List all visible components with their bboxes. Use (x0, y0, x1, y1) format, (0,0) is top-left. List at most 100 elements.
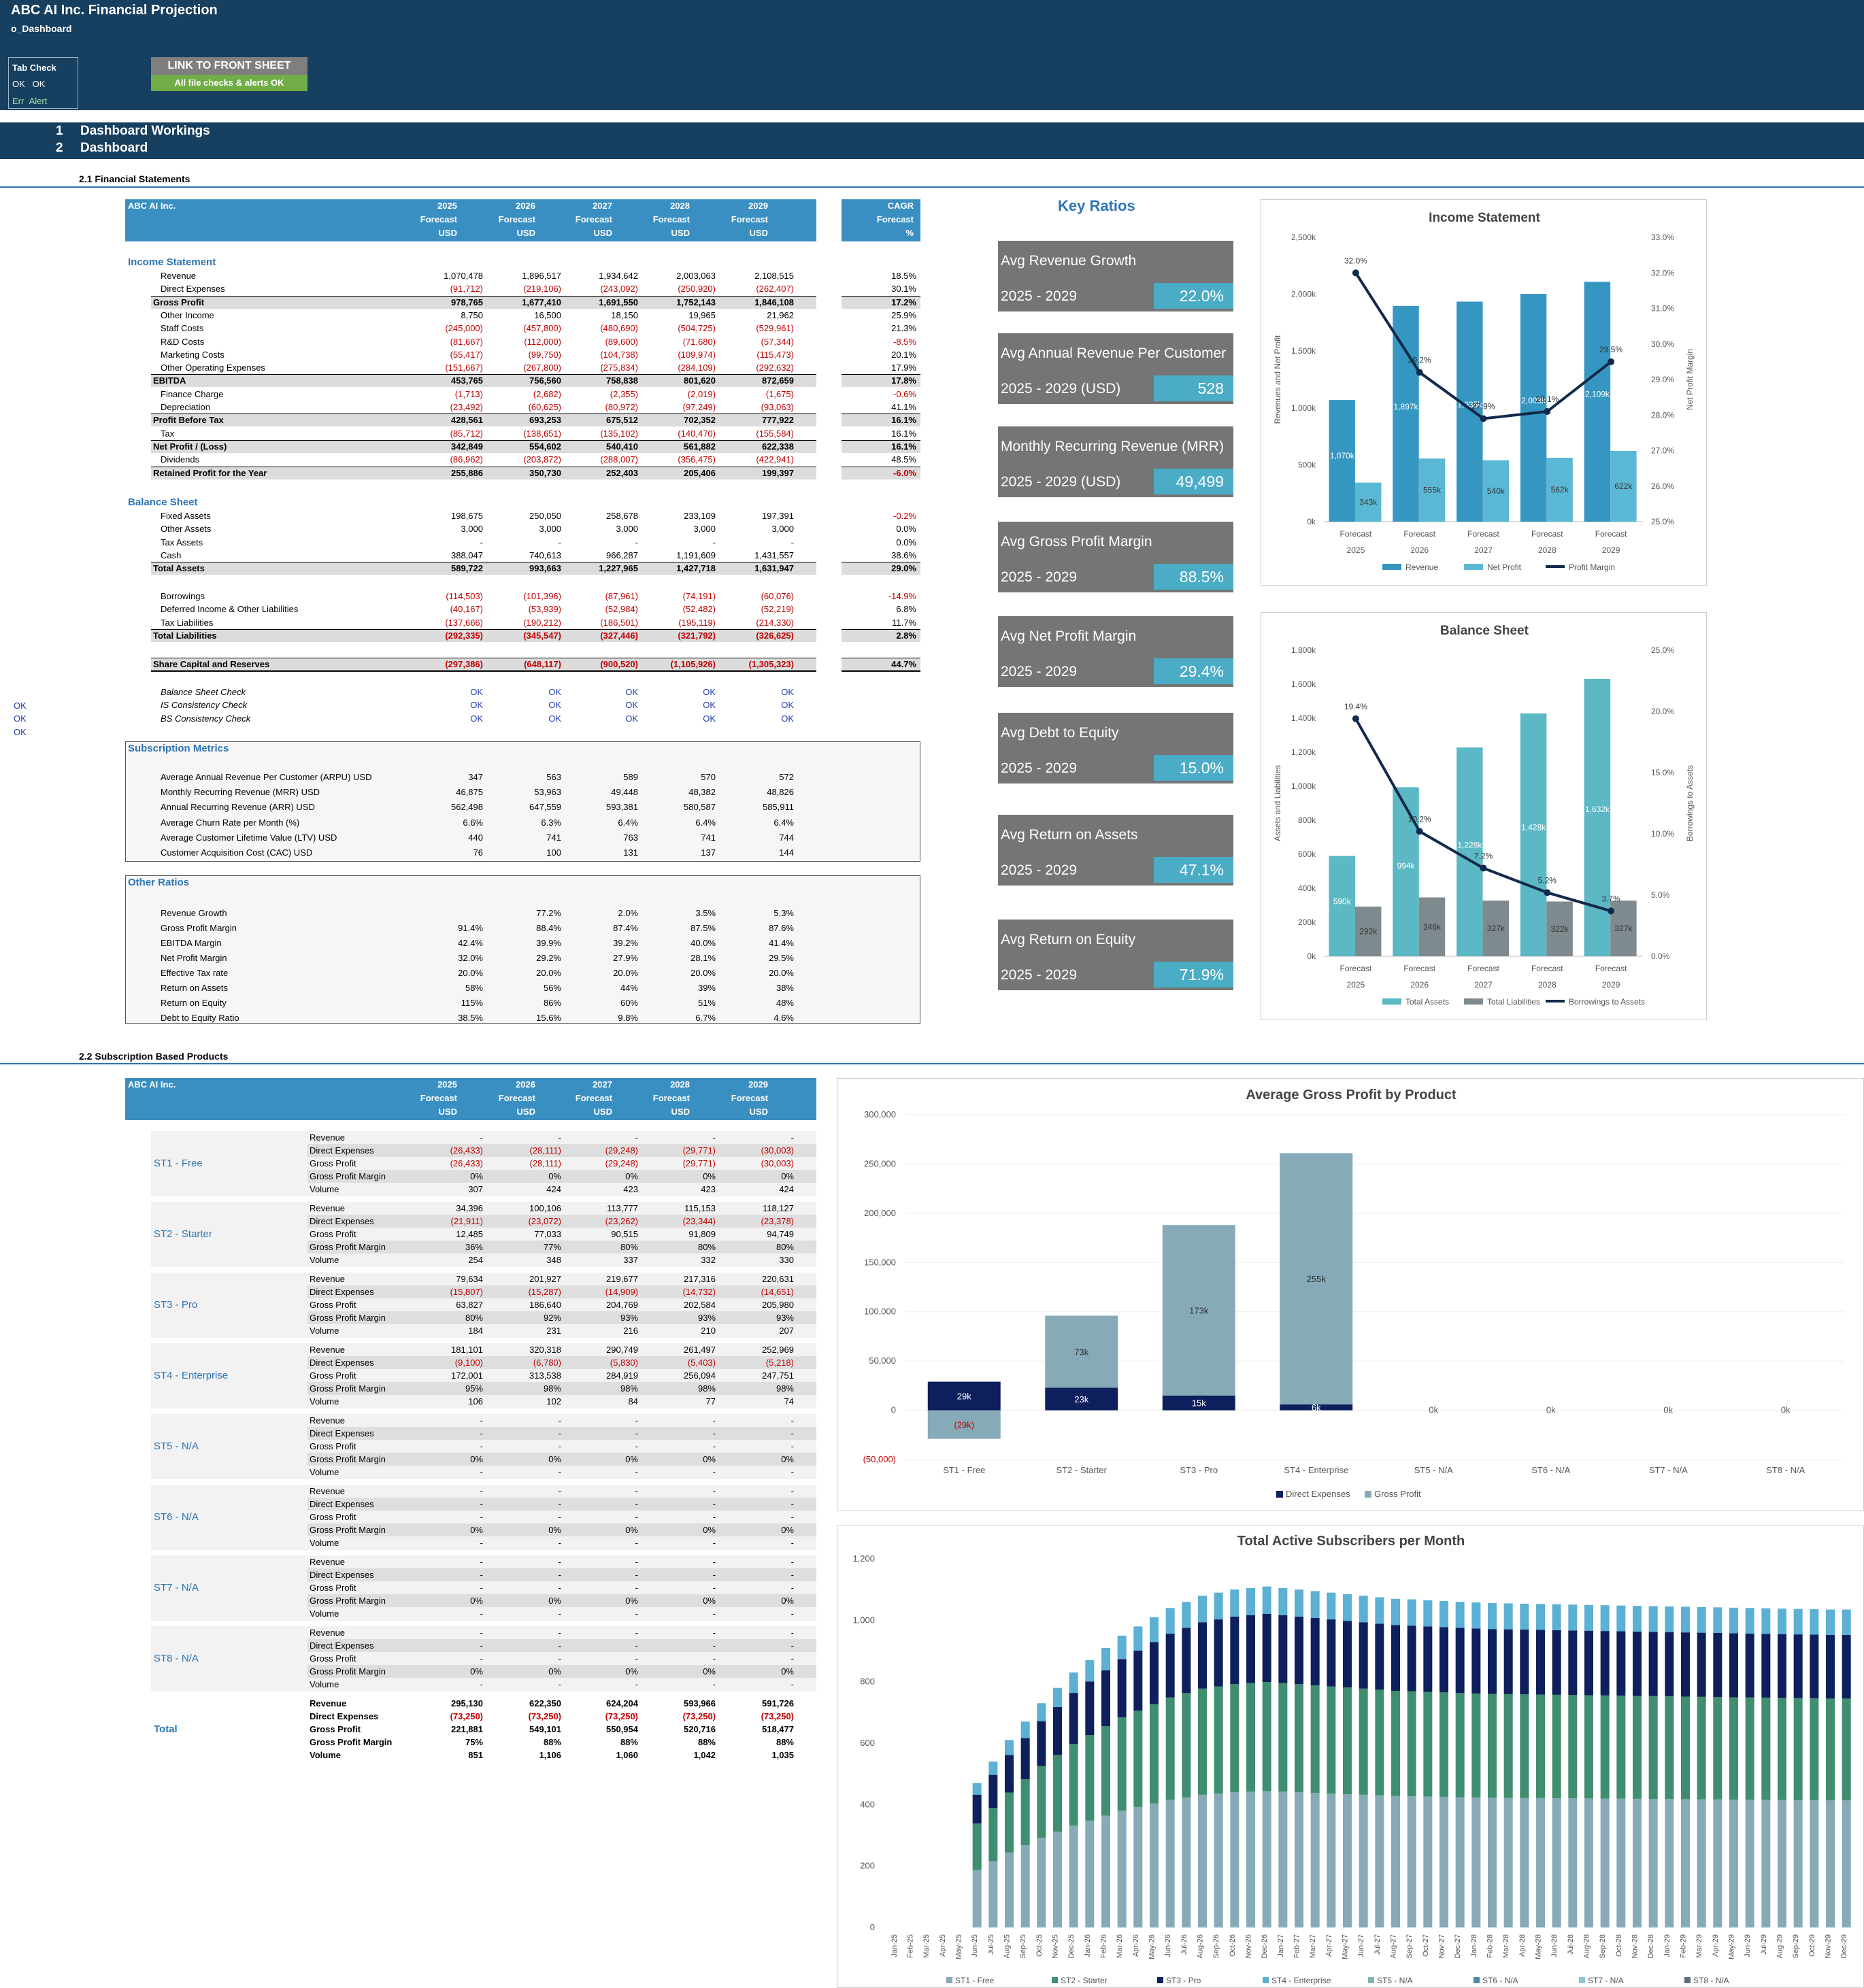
cell-value: OK (625, 713, 638, 724)
y-tick: 400k (1298, 883, 1316, 893)
key-ratio-period: 2025 - 2029 (1001, 288, 1078, 304)
cell-value: (40,167) (450, 604, 483, 615)
row-label: Retained Profit for the Year (153, 467, 267, 478)
bar-segment-st4-enterprise (1455, 1602, 1465, 1628)
bar-segment-st2-starter (1407, 1691, 1416, 1797)
cell-value: 49,448 (611, 787, 638, 798)
total-row-bg (151, 628, 816, 642)
cell-value: 20.0% (769, 968, 794, 978)
product-cell: 80% (465, 1313, 483, 1323)
product-cell: - (790, 1486, 794, 1496)
product-cell: - (790, 1512, 794, 1522)
bar-segment-st1-free (1520, 1798, 1529, 1927)
bar-segment-st1-free (972, 1870, 982, 1927)
product-cell: - (558, 1608, 561, 1619)
key-ratio-period: 2025 - 2029 (1001, 664, 1078, 679)
cell-value: (245,000) (445, 323, 483, 334)
bar-label: 0k (1429, 1405, 1438, 1415)
chart-title: Total Active Subscribers per Month (1237, 1534, 1465, 1549)
forecast-header: Forecast (652, 1093, 690, 1103)
y-tick: 2,000k (1291, 290, 1316, 299)
bar-segment-st1-free (1745, 1800, 1754, 1927)
nav-item-dashboard-workings[interactable]: 1 Dashboard Workings (56, 124, 210, 138)
link-to-front-sheet-button[interactable]: LINK TO FRONT SHEET (151, 57, 307, 75)
product-cell: 210 (701, 1326, 716, 1336)
bar-total-assets (1329, 856, 1355, 956)
cell-value: 20.0% (458, 968, 483, 978)
x-tick: ST2 - Starter (1056, 1465, 1108, 1475)
product-cell: (29,248) (605, 1145, 638, 1156)
year-header: 2027 (593, 201, 612, 211)
product-cell: - (480, 1441, 483, 1451)
y-tick: 1,400k (1291, 713, 1316, 723)
cell-value: 589,722 (451, 563, 483, 574)
product-cell: (14,651) (761, 1287, 794, 1297)
bar-segment-st1-free (1342, 1793, 1352, 1927)
cell-value: 8,750 (461, 309, 483, 320)
product-row-label: Volume (310, 1396, 339, 1406)
bar-segment-st4-enterprise (1407, 1599, 1416, 1626)
product-row-label: Direct Expenses (310, 1428, 374, 1438)
y2-tick: 29.0% (1651, 375, 1674, 384)
bar-segment-st4-enterprise (1375, 1597, 1384, 1624)
product-row-label: Revenue (310, 1557, 346, 1567)
cell-value: (326,625) (756, 630, 794, 641)
cagr-pct: % (905, 228, 914, 238)
product-cell: 0% (470, 1454, 483, 1464)
nav-item-dashboard[interactable]: 2 Dashboard (56, 141, 148, 155)
bar-segment-st4-enterprise (1825, 1609, 1835, 1635)
product-row-label: Direct Expenses (310, 1711, 379, 1721)
product-cell: - (635, 1679, 638, 1689)
product-cell: 93% (697, 1313, 716, 1323)
line-point (1544, 889, 1551, 896)
cagr-value: -14.9% (888, 591, 916, 601)
product-cell: - (480, 1428, 483, 1438)
product-cell: 205,980 (762, 1300, 794, 1310)
bar-segment-st1-free (1246, 1791, 1256, 1927)
product-cell: - (712, 1653, 716, 1664)
row-label: Revenue Growth (161, 908, 227, 918)
bar-revenue (1457, 301, 1483, 522)
product-cell: 79,634 (456, 1274, 483, 1284)
y-tick: 300,000 (864, 1109, 896, 1119)
cell-value: 87.5% (690, 923, 716, 933)
bar-direct-expenses (1280, 1404, 1353, 1411)
y2-tick: 28.0% (1651, 410, 1674, 420)
cagr-value: 38.6% (891, 550, 916, 560)
cell-value: (60,625) (528, 402, 561, 412)
cell-value: 32.0% (458, 953, 483, 963)
cell-value: 88.4% (536, 923, 561, 933)
side-check-ok: OK (14, 701, 27, 711)
y-tick: 800 (860, 1677, 875, 1687)
x-tick: Jan-29 (1663, 1934, 1671, 1957)
bar-segment-st4-enterprise (1697, 1606, 1706, 1633)
bar-segment-st2-starter (1665, 1696, 1674, 1800)
x-tick: Oct-27 (1422, 1934, 1430, 1957)
cell-value: 540,410 (606, 441, 638, 452)
y2-axis-label: Borrowings to Assets (1685, 765, 1695, 841)
bar-segment-st2-starter (1391, 1691, 1401, 1796)
bar-revenue (1520, 294, 1547, 522)
x-tick: 2025 (1347, 980, 1365, 990)
bar-segment-st1-free (1020, 1844, 1030, 1927)
product-cell: - (480, 1679, 483, 1689)
bar-segment-st4-enterprise (1552, 1604, 1561, 1630)
bar-segment-st3-pro (1825, 1634, 1835, 1699)
x-tick: Apr-27 (1325, 1934, 1333, 1957)
product-cell: - (635, 1467, 638, 1477)
bar-net-profit (1546, 458, 1573, 522)
y2-tick: 30.0% (1651, 339, 1674, 349)
product-cell: 550,954 (606, 1724, 638, 1734)
legend-label: ST2 - Starter (1061, 1976, 1108, 1985)
bar-segment-st2-starter (1069, 1744, 1078, 1826)
bar-segment-st3-pro (1793, 1634, 1803, 1698)
product-block-grey (307, 1285, 816, 1298)
product-cell: 0% (703, 1596, 716, 1606)
x-tick: Jun-26 (1164, 1934, 1172, 1957)
cell-value: 702,352 (684, 415, 716, 426)
bar-segment-st3-pro (1535, 1630, 1546, 1695)
product-row-label: Gross Profit Margin (310, 1737, 393, 1747)
bar-segment-st1-free (1665, 1799, 1674, 1927)
product-cell: 63,827 (456, 1300, 483, 1310)
product-cell: - (712, 1467, 716, 1477)
